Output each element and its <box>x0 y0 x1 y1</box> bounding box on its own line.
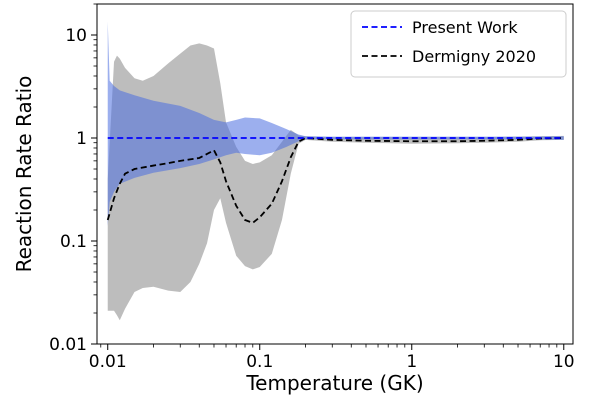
series-lines <box>106 137 564 224</box>
band-present-work <box>107 21 564 226</box>
x-axis-label: Temperature (GK) <box>245 371 423 395</box>
y-tick-label: 1 <box>76 129 87 149</box>
legend-label-dermigny-2020: Dermigny 2020 <box>412 47 536 66</box>
legend-box <box>350 10 567 78</box>
y-tick-label: 10 <box>65 26 87 46</box>
y-axis: 0.01 0.1 1 10 <box>49 3 97 355</box>
confidence-bands <box>107 21 564 321</box>
plot-frame <box>96 3 574 345</box>
y-tick-label: 0.1 <box>60 232 87 252</box>
legend-label-present-work: Present Work <box>412 18 518 37</box>
x-tick-label: 10 <box>553 352 575 372</box>
y-tick-label: 0.01 <box>49 335 87 355</box>
y-axis-label: Reaction Rate Ratio <box>12 76 36 273</box>
x-axis: 0.01 0.1 1 10 <box>89 344 575 372</box>
x-tick-label: 0.1 <box>246 352 273 372</box>
x-tick-label: 0.01 <box>89 352 127 372</box>
legend: Present Work Dermigny 2020 <box>350 10 567 78</box>
x-tick-label: 1 <box>406 352 417 372</box>
band-dermigny-2020 <box>107 43 564 321</box>
line-dermigny-2020 <box>106 137 564 224</box>
